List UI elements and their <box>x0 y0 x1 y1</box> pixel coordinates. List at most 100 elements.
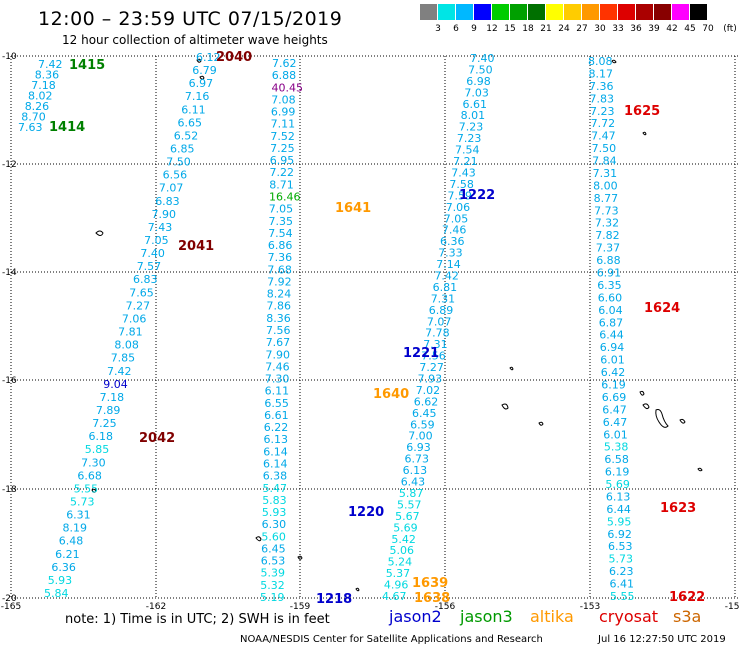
wave-height-value: 5.37 <box>386 567 411 580</box>
island <box>697 467 703 472</box>
wave-height-value: 8.02 <box>28 90 53 103</box>
wave-height-value: 7.59 <box>448 189 473 202</box>
wave-height-value: 6.19 <box>605 466 630 479</box>
scale-label: 27 <box>576 24 588 34</box>
wave-height-value: 7.42 <box>107 365 132 378</box>
wave-height-value: 7.63 <box>18 121 43 134</box>
lat-label: -20 <box>2 594 17 604</box>
axis-labels: -165 -162 -159 -156 -153 -150 -10 -12 -14 -16 -18 -… <box>1 52 740 612</box>
wave-height-value: 7.93 <box>418 373 443 386</box>
page-subtitle: 12 hour collection of altimeter wave hei… <box>62 33 328 47</box>
altimeter-tracks: 7.428.367.188.028.268.707.636.126.796.97… <box>18 51 635 604</box>
wave-height-value: 7.27 <box>126 299 151 312</box>
scale-swatch <box>672 4 690 20</box>
wave-height-value: 5.55 <box>610 590 635 603</box>
wave-height-value: 6.93 <box>406 441 431 454</box>
island <box>297 555 303 560</box>
wave-height-value: 5.38 <box>604 441 629 454</box>
island <box>639 390 645 396</box>
lon-label: -153 <box>580 602 600 612</box>
wave-height-value: 6.01 <box>603 428 628 441</box>
wave-height-value: 6.19 <box>601 379 626 392</box>
wave-height-value: 16.46 <box>269 191 301 204</box>
time-label-2040: 2040 <box>216 50 252 65</box>
wave-height-value: 7.35 <box>269 215 294 228</box>
wave-height-value: 6.65 <box>178 116 203 129</box>
wave-height-value: 7.56 <box>266 324 291 337</box>
scale-label: 70 <box>702 24 714 34</box>
scale-swatch <box>600 4 618 20</box>
time-label-1218: 1218 <box>316 592 352 607</box>
wave-height-value: 6.30 <box>262 518 287 531</box>
wave-height-value: 6.04 <box>598 304 623 317</box>
time-label-1624: 1624 <box>644 301 680 316</box>
wave-height-value: 6.83 <box>155 195 180 208</box>
wave-height-value: 7.90 <box>266 348 291 361</box>
wave-height-value: 8.36 <box>35 69 60 82</box>
wave-height-value: 8.00 <box>593 179 618 192</box>
wave-height-value: 6.14 <box>263 445 288 458</box>
wave-height-value: 7.78 <box>425 327 450 340</box>
island <box>642 131 647 136</box>
wave-height-value: 6.95 <box>270 154 295 167</box>
wave-height-value: 6.45 <box>261 543 286 556</box>
lon-label: -165 <box>1 602 21 612</box>
wave-height-value: 7.42 <box>434 270 459 283</box>
wave-height-value: 6.01 <box>600 354 625 367</box>
wave-height-value: 7.23 <box>590 105 615 118</box>
wave-height-value: 7.68 <box>267 263 292 276</box>
wave-height-value: 6.59 <box>410 418 435 431</box>
wave-height-value: 5.47 <box>263 482 288 495</box>
wave-height-value: 7.54 <box>268 227 293 240</box>
lat-label: -10 <box>2 52 17 62</box>
wave-height-value: 7.02 <box>416 384 441 397</box>
wave-height-value: 6.48 <box>59 535 84 548</box>
wave-height-value: 7.57 <box>137 260 162 273</box>
wave-height-value: 8.70 <box>21 111 46 124</box>
wave-height-value: 7.42 <box>38 58 63 71</box>
scale-label: 36 <box>630 24 642 34</box>
wave-height-value: 6.11 <box>181 103 206 116</box>
wave-height-value: 7.00 <box>408 430 433 443</box>
wave-height-value: 5.83 <box>262 494 287 507</box>
scale-label: 12 <box>486 24 498 34</box>
scale-swatch <box>618 4 636 20</box>
wave-height-value: 7.83 <box>590 92 615 105</box>
wave-height-value: 7.82 <box>595 229 620 242</box>
wave-height-value: 9.04 <box>103 378 128 391</box>
time-label-2041: 2041 <box>178 239 214 254</box>
wave-height-value: 7.43 <box>148 221 173 234</box>
wave-height-value: 6.13 <box>403 464 428 477</box>
wave-height-value: 6.38 <box>263 470 288 483</box>
wave-height-value: 7.06 <box>446 201 471 214</box>
wave-height-value: 6.98 <box>466 75 491 88</box>
wave-height-value: 6.94 <box>600 341 625 354</box>
scale-label: 45 <box>684 24 696 34</box>
scale-swatch <box>492 4 510 20</box>
wave-height-value: 5.06 <box>390 544 415 557</box>
wave-height-value: 7.33 <box>438 247 463 260</box>
lat-label: -16 <box>2 376 17 386</box>
island <box>679 418 686 424</box>
island <box>642 403 650 410</box>
wave-height-value: 7.47 <box>591 130 616 143</box>
wave-height-value: 8.08 <box>114 339 138 352</box>
wave-height-value: 7.73 <box>594 204 619 217</box>
wave-height-value: 7.07 <box>159 182 184 195</box>
time-label-1415: 1415 <box>69 58 105 73</box>
wave-height-value: 7.25 <box>92 417 117 430</box>
scale-label: (ft) <box>723 24 737 34</box>
wave-height-value: 5.84 <box>44 587 69 600</box>
wave-height-value: 7.03 <box>464 86 489 99</box>
wave-height-value: 5.73 <box>609 553 634 566</box>
scale-swatch <box>456 4 474 20</box>
wave-height-value: 6.36 <box>440 235 465 248</box>
wave-height-value: 8.08 <box>588 55 613 68</box>
time-label-1623: 1623 <box>660 501 696 516</box>
lon-label: -159 <box>290 602 311 612</box>
wave-height-value: 6.81 <box>433 281 458 294</box>
wave-height-value: 7.22 <box>270 166 295 179</box>
wave-height-value: 7.18 <box>100 391 125 404</box>
wave-height-value: 5.67 <box>395 510 420 523</box>
wave-height-value: 7.58 <box>449 178 474 191</box>
